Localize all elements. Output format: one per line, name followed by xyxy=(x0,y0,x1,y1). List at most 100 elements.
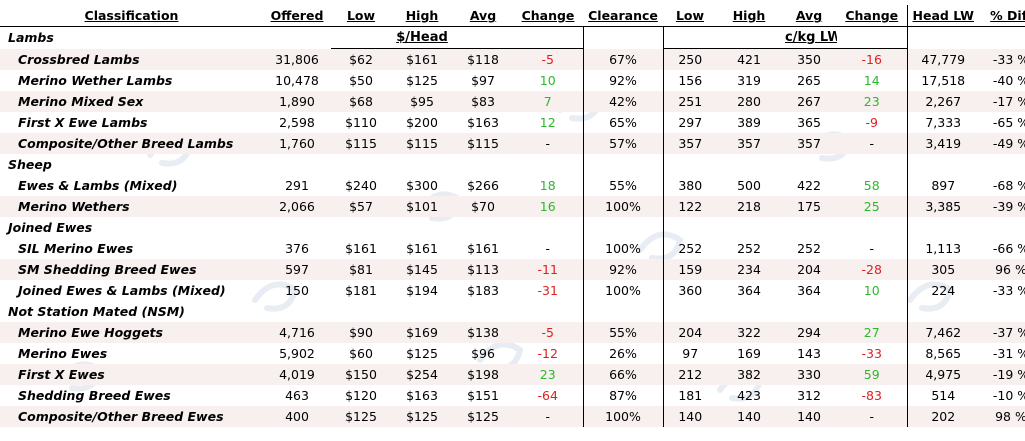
cell-cents-change: 58 xyxy=(863,178,880,193)
cell-clearance: 66% xyxy=(582,364,663,385)
cell-cents-high: 389 xyxy=(737,115,761,130)
cell-low: $110 xyxy=(345,115,377,130)
cell-cents-avg: 175 xyxy=(781,196,837,217)
cell-cents-change: 25 xyxy=(837,196,907,217)
table-row: Joined Ewes & Lambs (Mixed) 150 $181 $194 $1… xyxy=(0,280,1025,301)
empty-cell xyxy=(781,301,837,322)
row-classification: Shedding Breed Ewes xyxy=(18,388,171,403)
cell-avg: $161 xyxy=(467,241,499,256)
category-label: Joined Ewes xyxy=(8,220,93,235)
cell-change: -12 xyxy=(537,346,558,361)
cell-cents-avg: 364 xyxy=(797,283,821,298)
category-row: Not Station Mated (NSM) xyxy=(0,301,1025,322)
cell-clearance: 55% xyxy=(582,175,663,196)
cell-clearance: 92% xyxy=(582,70,663,91)
cell-cents-avg: 265 xyxy=(797,73,821,88)
cell-cents-avg: 365 xyxy=(797,115,821,130)
sale-report-table: Classification Offered Low High Avg Change Cle… xyxy=(0,5,1025,427)
cell-low: $90 xyxy=(331,322,391,343)
cell-cents-low: 212 xyxy=(662,364,717,385)
cell-pct-diff: -17 % xyxy=(979,91,1025,112)
cell-cents-change: 10 xyxy=(863,283,880,298)
cell-high: $161 xyxy=(406,241,438,256)
cell-cents-high: 140 xyxy=(717,406,781,427)
cell-high: $194 xyxy=(406,283,438,298)
cell-offered: 4,019 xyxy=(263,364,331,385)
row-classification: Merino Wethers xyxy=(0,196,263,217)
cell-cents-high: 234 xyxy=(717,259,781,280)
cell-change: - xyxy=(513,406,583,427)
empty-cell xyxy=(582,26,663,49)
empty-cell xyxy=(662,217,717,238)
cell-clearance: 57% xyxy=(582,133,663,154)
cell-cents-change: - xyxy=(837,406,907,427)
cell-cents-high: 218 xyxy=(717,196,781,217)
empty-cell xyxy=(979,217,1025,238)
column-header-cents-high: High xyxy=(717,5,781,27)
cell-low: $81 xyxy=(331,259,391,280)
category-row: Lambs $/Head c/kg LW xyxy=(0,26,1025,49)
row-classification: Merino Ewes xyxy=(18,346,108,361)
empty-cell xyxy=(263,27,331,49)
cell-high: $101 xyxy=(391,196,453,217)
cell-clearance: 65% xyxy=(582,112,663,133)
header-row: Classification Offered Low High Avg Change Cle… xyxy=(0,5,1025,27)
empty-cell xyxy=(837,26,907,49)
row-classification: Merino Ewe Hoggets xyxy=(0,322,263,343)
cell-head-lw: 7,333 xyxy=(906,112,979,133)
cell-change: 23 xyxy=(513,364,583,385)
cell-head-lw: 47,779 xyxy=(906,48,979,70)
subheader-dollar-per-head: $/Head xyxy=(391,26,453,49)
cell-cents-high: 357 xyxy=(717,133,781,154)
cell-low: $125 xyxy=(331,406,391,427)
empty-cell xyxy=(837,154,907,175)
empty-cell xyxy=(453,301,513,322)
cell-high: $125 xyxy=(406,346,438,361)
cell-cents-low: 204 xyxy=(662,322,717,343)
cell-cents-low: 140 xyxy=(662,406,717,427)
empty-cell xyxy=(906,26,979,49)
column-header-pct-diff: % Diff xyxy=(979,5,1025,27)
cell-low: $60 xyxy=(349,346,373,361)
empty-cell xyxy=(717,301,781,322)
cell-pct-diff: -10 % xyxy=(992,388,1025,403)
cell-cents-low: 97 xyxy=(662,343,717,364)
cell-head-lw: 1,113 xyxy=(906,238,979,259)
table-row: Merino Wethers 2,066 $57 $101 $70 16 100% 122 21… xyxy=(0,196,1025,217)
cell-cents-avg: 330 xyxy=(781,364,837,385)
row-classification: SIL Merino Ewes xyxy=(18,241,134,256)
table-row: Composite/Other Breed Lambs 1,760 $115 $115… xyxy=(0,133,1025,154)
column-header-head-avg: Avg xyxy=(453,5,513,27)
empty-cell xyxy=(837,217,907,238)
cell-cents-high: 382 xyxy=(717,364,781,385)
cell-cents-high: 252 xyxy=(737,241,761,256)
cell-high: $145 xyxy=(391,259,453,280)
cell-avg: $198 xyxy=(453,364,513,385)
cell-head-lw: 897 xyxy=(906,175,979,196)
cell-clearance: 87% xyxy=(582,385,663,406)
cell-high: $200 xyxy=(406,115,438,130)
cell-offered: 5,902 xyxy=(279,346,315,361)
cell-cents-high: 280 xyxy=(717,91,781,112)
cell-clearance: 26% xyxy=(582,343,663,364)
cell-avg: $118 xyxy=(453,48,513,70)
row-classification: Composite/Other Breed Ewes xyxy=(0,406,263,427)
category-label: Sheep xyxy=(8,157,52,172)
cell-change: -64 xyxy=(537,388,558,403)
cell-head-lw: 4,975 xyxy=(906,364,979,385)
cell-cents-avg: 350 xyxy=(781,48,837,70)
column-header-head-high: High xyxy=(391,5,453,27)
cell-cents-low: 251 xyxy=(662,91,717,112)
table-row: Merino Ewes 5,902 $60 $125 $96 -12 26% 97 169 143… xyxy=(0,343,1025,364)
cell-cents-low: 357 xyxy=(662,133,717,154)
empty-cell xyxy=(662,301,717,322)
column-header-clearance: Clearance xyxy=(583,5,663,27)
cell-cents-avg: 204 xyxy=(781,259,837,280)
cell-pct-diff: -33 % xyxy=(979,48,1025,70)
row-classification: SM Shedding Breed Ewes xyxy=(0,259,263,280)
cell-cents-avg: 422 xyxy=(797,178,821,193)
cell-cents-low: 360 xyxy=(662,280,717,301)
row-classification: Composite/Other Breed Lambs xyxy=(0,133,263,154)
cell-cents-high: 364 xyxy=(737,283,761,298)
cell-pct-diff: -19 % xyxy=(979,364,1025,385)
